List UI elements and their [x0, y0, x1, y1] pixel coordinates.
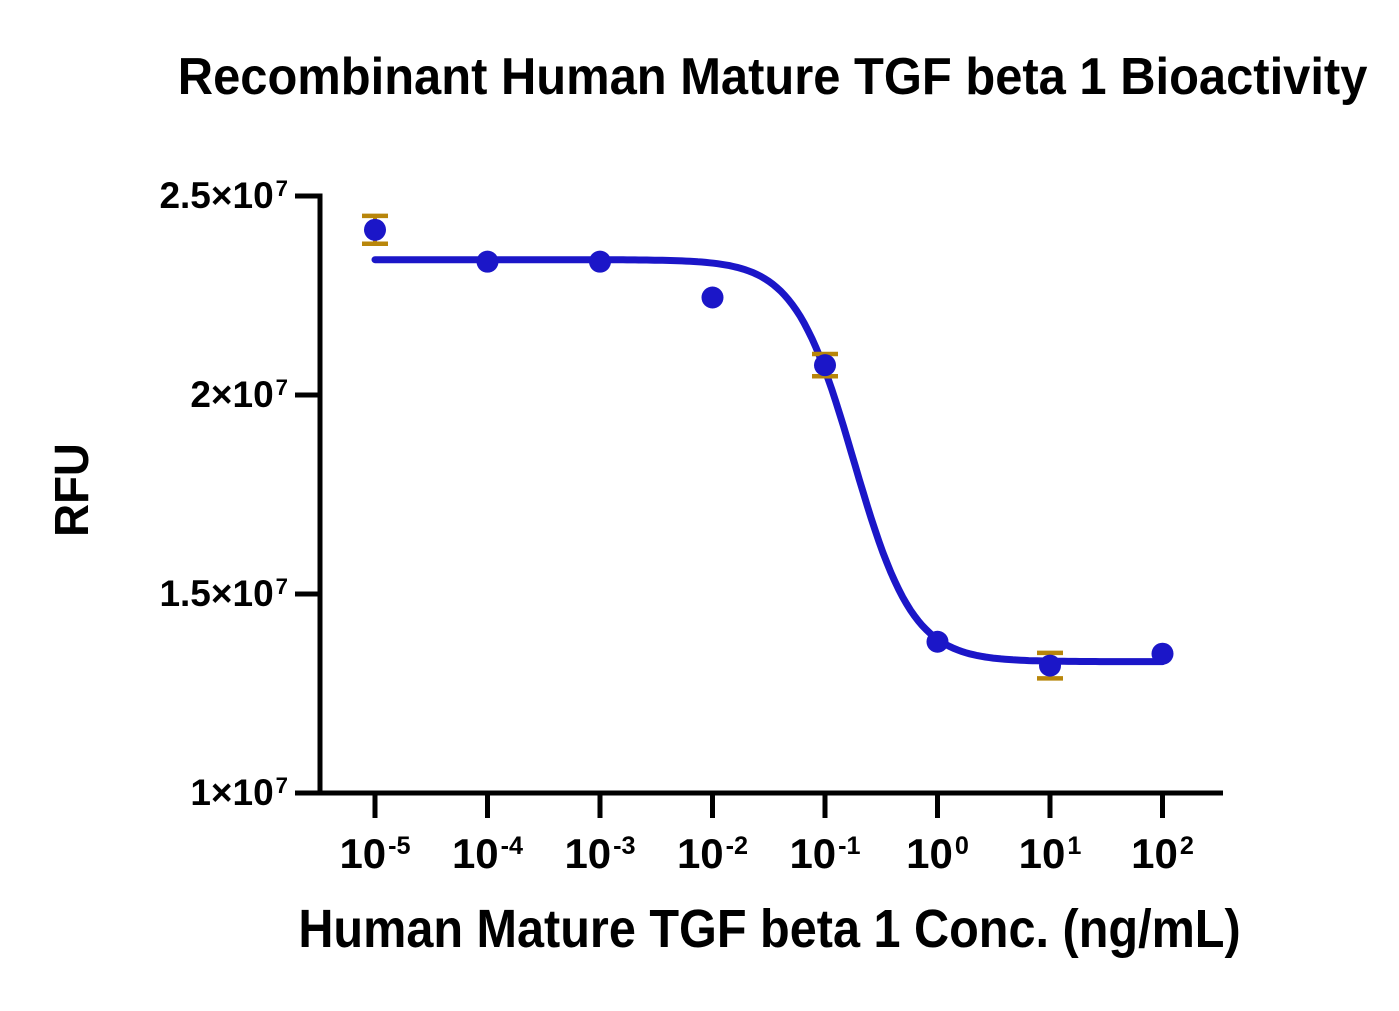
data-point	[589, 250, 611, 273]
x-tick-label: 100	[858, 828, 1018, 880]
data-point	[701, 286, 724, 309]
tick-label-exponent: -5	[388, 832, 411, 861]
tick-label-exponent: 7	[275, 374, 288, 400]
x-tick-label: 10-4	[408, 828, 568, 880]
tick-label-exponent: 0	[954, 832, 969, 861]
y-tick-label: 1.5×107	[159, 568, 288, 620]
data-point	[926, 630, 949, 653]
x-tick-label: 10-2	[633, 828, 793, 880]
x-tick-label: 101	[970, 828, 1130, 880]
y-tick-label: 2.5×107	[159, 170, 288, 222]
x-tick-label: 102	[1083, 828, 1243, 880]
x-tick-label: 10-1	[745, 828, 905, 880]
tick-label-base: 10	[451, 830, 499, 877]
data-point	[1151, 642, 1174, 665]
tick-label-base: 2.5×10	[159, 175, 274, 216]
tick-label-exponent: 7	[275, 573, 288, 599]
tick-label-base: 10	[564, 830, 612, 877]
tick-label-exponent: 7	[275, 772, 288, 798]
data-point	[1039, 654, 1061, 677]
tick-label-exponent: -2	[725, 832, 749, 861]
data-point	[814, 354, 836, 377]
tick-label-exponent: 1	[1067, 832, 1082, 861]
x-tick-label: 10-3	[520, 828, 680, 880]
x-tick-label: 10-5	[295, 828, 455, 880]
x-axis-title: Human Mature TGF beta 1 Conc. (ng/mL)	[298, 899, 1241, 959]
dose-response-curve	[371, 256, 1166, 666]
tick-label-base: 1.5×10	[159, 573, 274, 614]
tick-label-base: 2×10	[190, 374, 274, 415]
tick-label-base: 10	[906, 830, 953, 877]
tick-label-base: 10	[676, 830, 724, 877]
y-tick-label: 1×107	[190, 767, 288, 819]
y-tick-label: 2×107	[190, 369, 288, 421]
tick-label-exponent: -3	[613, 832, 636, 861]
chart-title: Recombinant Human Mature TGF beta 1 Bioa…	[177, 48, 1368, 106]
tick-label-exponent: -1	[838, 832, 861, 861]
tick-label-exponent: -4	[500, 832, 524, 861]
data-point	[364, 218, 386, 241]
tick-label-base: 10	[1018, 830, 1066, 877]
tick-label-base: 10	[789, 830, 837, 877]
tick-label-exponent: 2	[1179, 832, 1194, 861]
tick-label-base: 10	[1131, 830, 1178, 877]
tick-label-base: 1×10	[190, 772, 274, 813]
data-point	[476, 250, 499, 273]
tick-label-base: 10	[339, 830, 387, 877]
tick-label-exponent: 7	[275, 175, 288, 201]
